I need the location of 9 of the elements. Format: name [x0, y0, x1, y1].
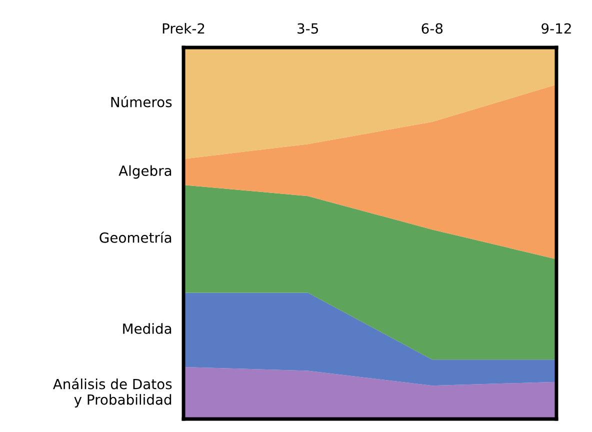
series-label: Análisis de Datos y Probabilidad	[53, 378, 172, 408]
series-label: Números	[111, 96, 172, 108]
series-label: Algebra	[118, 165, 172, 179]
x-tick-label: 3-5	[298, 23, 318, 34]
x-tick-label: Prek-2	[162, 22, 204, 34]
x-tick-label: 6-8	[422, 23, 443, 34]
x-tick-label: 9-12	[542, 23, 571, 34]
series-label: Geometría	[100, 232, 172, 243]
series-label: Medida	[123, 323, 172, 334]
